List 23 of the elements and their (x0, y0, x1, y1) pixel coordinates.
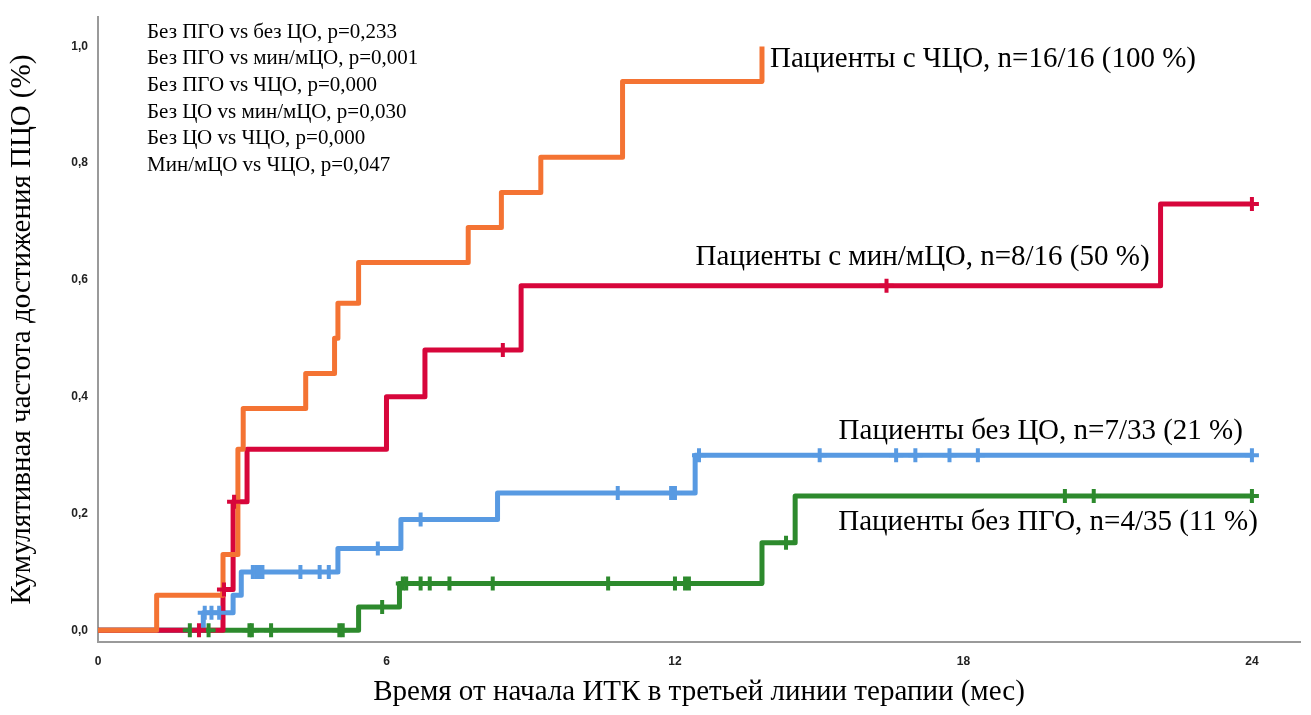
annotation: Без ЦО vs ЧЦО, p=0,000 (147, 125, 366, 150)
y-tick-label: 0,8 (71, 155, 89, 170)
x-axis-title: Время от начала ИТК в третьей линии терапии (мес) (373, 674, 1025, 708)
annotation: Без ПГО vs без ЦО, p=0,233 (147, 18, 397, 43)
y-tick-label: 0,4 (71, 389, 89, 404)
y-tick-label: 0,6 (71, 272, 89, 287)
x-tick-label: 12 (668, 653, 682, 668)
y-tick-label: 0,0 (71, 622, 89, 637)
annotation: Без ПГО vs ЧЦО, p=0,000 (147, 71, 378, 96)
series-label: Пациенты с мин/мЦО, n=8/16 (50 %) (695, 239, 1150, 273)
x-tick-label: 0 (94, 653, 102, 668)
annotation: Без ЦО vs мин/мЦО, p=0,030 (147, 98, 407, 123)
series-label: Пациенты без ПГО, n=4/35 (11 %) (838, 503, 1258, 537)
x-tick-label: 6 (383, 653, 391, 668)
series-label: Пациенты с ЧЦО, n=16/16 (100 %) (769, 41, 1196, 75)
y-tick-label: 1,0 (71, 38, 89, 53)
annotation: Без ПГО vs мин/мЦО, p=0,001 (147, 45, 419, 70)
y-axis-title: Кумулятивная частота достижения ПЦО (%) (4, 54, 38, 605)
x-tick-label: 24 (1245, 653, 1259, 668)
annotation: Мин/мЦО vs ЧЦО, p=0,047 (147, 151, 391, 176)
series-label: Пациенты без ЦО, n=7/33 (21 %) (838, 412, 1243, 446)
x-tick-label: 18 (956, 653, 971, 668)
y-tick-label: 0,2 (71, 505, 89, 520)
